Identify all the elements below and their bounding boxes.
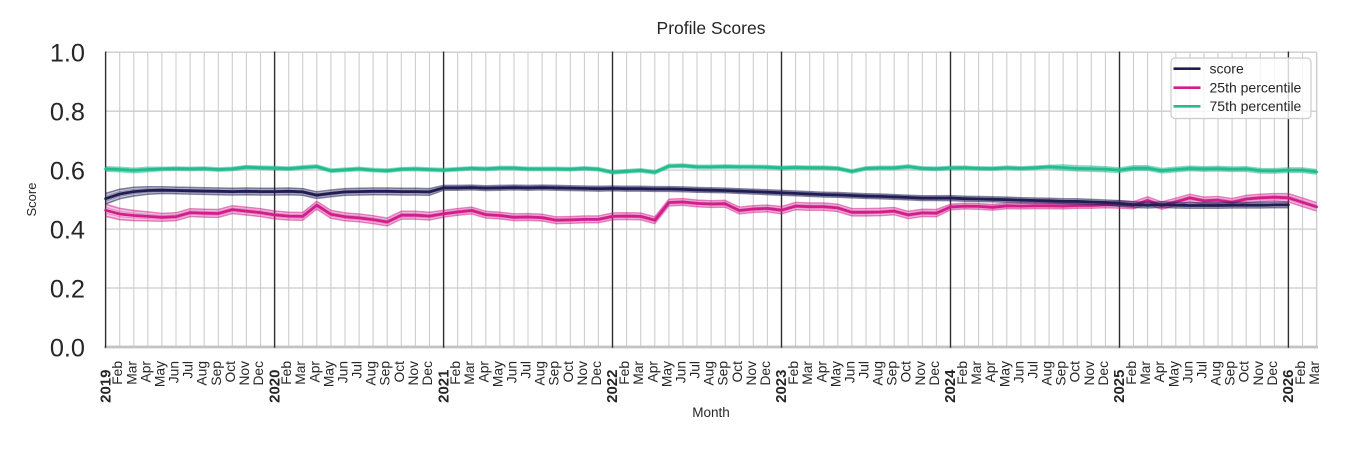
svg-text:Nov: Nov xyxy=(913,361,928,386)
svg-text:Nov: Nov xyxy=(744,361,759,386)
svg-text:Oct: Oct xyxy=(561,361,576,383)
svg-text:0.8: 0.8 xyxy=(50,99,85,127)
svg-text:Jun: Jun xyxy=(1180,361,1195,383)
svg-text:Jun: Jun xyxy=(336,361,351,383)
svg-text:Nov: Nov xyxy=(575,361,590,386)
svg-text:Oct: Oct xyxy=(1068,361,1083,383)
svg-text:Feb: Feb xyxy=(617,361,632,385)
svg-text:Jul: Jul xyxy=(688,361,703,379)
svg-text:May: May xyxy=(997,361,1012,387)
svg-text:Mar: Mar xyxy=(1307,361,1322,385)
svg-text:Dec: Dec xyxy=(251,361,266,386)
svg-text:2025: 2025 xyxy=(1111,370,1128,403)
svg-text:Dec: Dec xyxy=(1265,361,1280,386)
svg-text:Mar: Mar xyxy=(969,361,984,385)
svg-text:May: May xyxy=(490,361,505,387)
svg-text:Jun: Jun xyxy=(673,361,688,383)
svg-text:Jul: Jul xyxy=(1026,361,1041,379)
svg-text:Apr: Apr xyxy=(983,361,998,383)
svg-text:Apr: Apr xyxy=(138,361,153,383)
svg-text:2021: 2021 xyxy=(435,370,452,403)
svg-text:May: May xyxy=(321,361,336,387)
svg-text:75th percentile: 75th percentile xyxy=(1210,98,1302,114)
svg-text:Sep: Sep xyxy=(716,361,731,386)
svg-text:Dec: Dec xyxy=(1096,361,1111,386)
svg-text:Aug: Aug xyxy=(1040,361,1055,386)
svg-text:Sep: Sep xyxy=(209,361,224,386)
svg-text:Feb: Feb xyxy=(448,361,463,385)
svg-text:Dec: Dec xyxy=(758,361,773,386)
svg-text:Jun: Jun xyxy=(1011,361,1026,383)
svg-text:Mar: Mar xyxy=(462,361,477,385)
svg-text:score: score xyxy=(1210,61,1244,77)
svg-text:Month: Month xyxy=(692,405,730,420)
svg-text:Sep: Sep xyxy=(1054,361,1069,386)
svg-text:Jul: Jul xyxy=(1194,361,1209,379)
svg-text:Nov: Nov xyxy=(406,361,421,386)
svg-text:May: May xyxy=(152,361,167,387)
svg-text:Feb: Feb xyxy=(786,361,801,385)
svg-text:Mar: Mar xyxy=(293,361,308,385)
svg-text:Aug: Aug xyxy=(1209,361,1224,386)
svg-text:Aug: Aug xyxy=(195,361,210,386)
svg-text:Feb: Feb xyxy=(110,361,125,385)
svg-text:Aug: Aug xyxy=(871,361,886,386)
svg-text:May: May xyxy=(1166,361,1181,387)
svg-text:Jun: Jun xyxy=(167,361,182,383)
svg-text:Apr: Apr xyxy=(814,361,829,383)
svg-text:Apr: Apr xyxy=(1152,361,1167,383)
svg-text:Mar: Mar xyxy=(631,361,646,385)
svg-text:Feb: Feb xyxy=(279,361,294,385)
svg-text:Mar: Mar xyxy=(800,361,815,385)
svg-text:Apr: Apr xyxy=(476,361,491,383)
svg-text:1.0: 1.0 xyxy=(50,40,85,68)
svg-text:Nov: Nov xyxy=(237,361,252,386)
svg-text:Apr: Apr xyxy=(645,361,660,383)
svg-text:Mar: Mar xyxy=(1138,361,1153,385)
svg-text:Score: Score xyxy=(24,183,39,217)
svg-text:2026: 2026 xyxy=(1280,370,1297,403)
svg-text:Jun: Jun xyxy=(842,361,857,383)
svg-text:Mar: Mar xyxy=(124,361,139,385)
svg-text:0.4: 0.4 xyxy=(50,216,85,244)
svg-text:Oct: Oct xyxy=(730,361,745,383)
svg-text:Jul: Jul xyxy=(857,361,872,379)
svg-text:Jul: Jul xyxy=(181,361,196,379)
svg-text:May: May xyxy=(828,361,843,387)
svg-text:Aug: Aug xyxy=(533,361,548,386)
svg-text:Feb: Feb xyxy=(955,361,970,385)
svg-text:Oct: Oct xyxy=(1237,361,1252,383)
svg-text:Oct: Oct xyxy=(899,361,914,383)
svg-text:0.2: 0.2 xyxy=(50,275,85,303)
svg-text:2023: 2023 xyxy=(773,370,790,403)
svg-text:Nov: Nov xyxy=(1082,361,1097,386)
svg-text:Dec: Dec xyxy=(420,361,435,386)
svg-text:Feb: Feb xyxy=(1293,361,1308,385)
svg-text:2024: 2024 xyxy=(942,369,959,403)
svg-text:Jul: Jul xyxy=(519,361,534,379)
svg-text:Jun: Jun xyxy=(505,361,520,383)
svg-text:25th percentile: 25th percentile xyxy=(1210,80,1302,96)
svg-text:Nov: Nov xyxy=(1251,361,1266,386)
svg-text:Aug: Aug xyxy=(702,361,717,386)
svg-text:Oct: Oct xyxy=(392,361,407,383)
svg-text:2019: 2019 xyxy=(97,370,114,403)
svg-text:Dec: Dec xyxy=(589,361,604,386)
svg-text:2022: 2022 xyxy=(604,370,621,403)
svg-text:2020: 2020 xyxy=(266,370,283,403)
svg-text:0.0: 0.0 xyxy=(50,334,85,362)
svg-text:0.6: 0.6 xyxy=(50,157,85,185)
svg-text:Sep: Sep xyxy=(378,361,393,386)
svg-text:Oct: Oct xyxy=(223,361,238,383)
svg-text:Apr: Apr xyxy=(307,361,322,383)
svg-text:Jul: Jul xyxy=(350,361,365,379)
svg-text:Profile Scores: Profile Scores xyxy=(657,18,766,38)
svg-text:Feb: Feb xyxy=(1124,361,1139,385)
svg-text:Sep: Sep xyxy=(1223,361,1238,386)
svg-text:Sep: Sep xyxy=(547,361,562,386)
svg-text:Aug: Aug xyxy=(364,361,379,386)
svg-text:May: May xyxy=(659,361,674,387)
svg-text:Sep: Sep xyxy=(885,361,900,386)
svg-text:Dec: Dec xyxy=(927,361,942,386)
